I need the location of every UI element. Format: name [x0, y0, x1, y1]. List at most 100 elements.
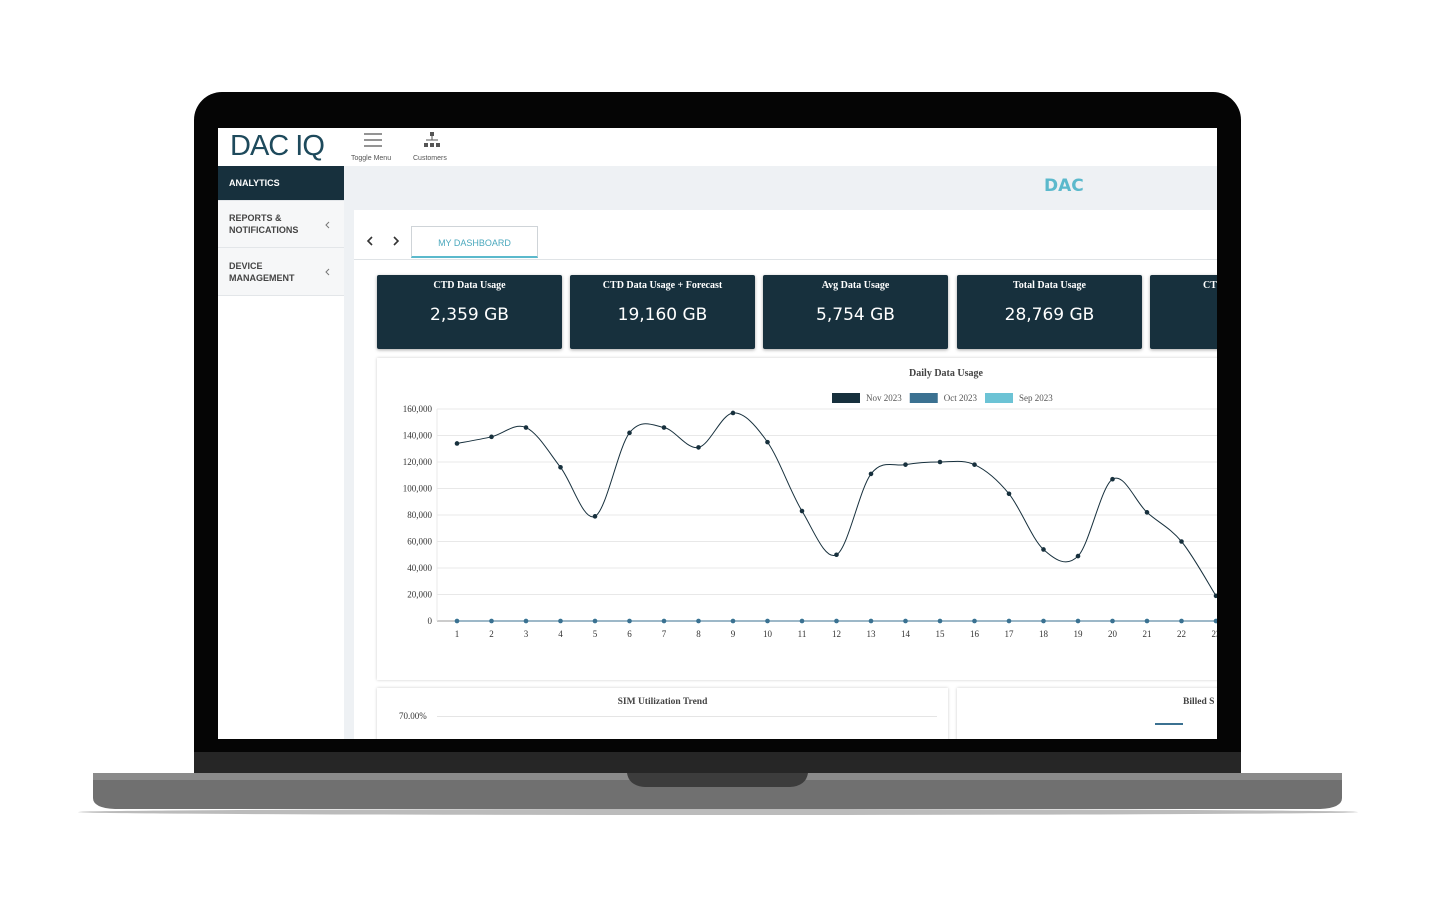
kpi-card: Avg Data Usage 5,754 GB — [763, 275, 948, 349]
x-tick-label: 3 — [524, 629, 529, 639]
top-bar: DAC IQ Toggle Menu Customers — [218, 128, 1217, 166]
x-tick-label: 14 — [901, 629, 911, 639]
point — [1006, 491, 1012, 497]
card-title: CT — [1203, 280, 1217, 291]
point — [489, 434, 494, 440]
x-tick-label: 1 — [455, 629, 460, 639]
point — [903, 618, 908, 624]
point — [627, 430, 632, 436]
y-tick-label: 60,000 — [407, 537, 432, 547]
nav-label: REPORTS & NOTIFICATIONS — [229, 213, 299, 235]
point — [1041, 547, 1046, 552]
point — [799, 508, 805, 514]
customers[interactable]: Customers — [413, 155, 447, 162]
x-tick-label: 9 — [731, 629, 736, 639]
legend-label: Oct 2023 — [944, 393, 978, 403]
point — [592, 514, 598, 519]
customers-icon[interactable] — [424, 132, 440, 148]
x-tick-label: 18 — [1039, 629, 1049, 639]
chart-title: Daily Data Usage — [909, 368, 983, 379]
divider — [354, 259, 1217, 260]
chart-card — [377, 358, 1217, 680]
card-value: 19,160 GB — [617, 305, 708, 325]
point — [558, 465, 563, 470]
point — [1144, 510, 1150, 515]
point — [903, 462, 908, 467]
point — [937, 459, 943, 465]
shadow — [78, 809, 1358, 815]
x-tick-label: 15 — [936, 629, 946, 639]
legend-swatch — [985, 393, 1013, 403]
kpi-card: Total Data Usage 28,769 GB — [957, 275, 1142, 349]
x-tick-label: 12 — [832, 629, 841, 639]
menu-icon[interactable] — [364, 132, 382, 148]
point — [454, 441, 460, 446]
billed-panel: Billed S — [957, 688, 1217, 739]
grid-line — [437, 716, 937, 717]
toggle-menu[interactable]: Toggle Menu — [351, 155, 392, 162]
point — [1213, 593, 1217, 599]
legend-label: Sep 2023 — [1019, 393, 1053, 403]
point — [1075, 553, 1081, 559]
y-tick-label: 80,000 — [407, 510, 432, 520]
panel-title: Billed S — [1183, 697, 1215, 707]
page-title: DAC — [1044, 176, 1084, 196]
x-tick-label: 10 — [763, 629, 773, 639]
legend-swatch — [909, 393, 938, 403]
point — [1110, 618, 1115, 624]
point — [1075, 618, 1081, 624]
point — [834, 618, 839, 624]
logo: DAC IQ — [230, 130, 325, 162]
card-value: 2,359 GB — [430, 305, 509, 325]
nav-item[interactable]: REPORTS & NOTIFICATIONS — [218, 201, 344, 248]
x-tick-label: 5 — [593, 629, 598, 639]
tab[interactable]: MY DASHBOARD — [411, 226, 538, 258]
y-tick-label: 20,000 — [407, 590, 432, 600]
legend-swatch — [1155, 723, 1183, 725]
card-value: 5,754 GB — [816, 305, 895, 325]
point — [661, 618, 667, 624]
x-tick-label: 11 — [798, 629, 807, 639]
point — [765, 439, 770, 445]
sidebar: ANALYTICS REPORTS & NOTIFICATIONS DEVICE M… — [218, 166, 345, 739]
point — [730, 410, 736, 416]
point — [1006, 618, 1012, 624]
chevron — [325, 221, 330, 228]
point — [834, 552, 839, 558]
point — [1110, 476, 1115, 482]
base — [93, 773, 1342, 809]
nav-item[interactable]: ANALYTICS — [218, 166, 344, 201]
card-title: Avg Data Usage — [821, 280, 890, 291]
y-tick-label: 70.00% — [399, 711, 427, 721]
kpi-card: CTD Data Usage 2,359 GB — [377, 275, 562, 349]
point — [1179, 539, 1184, 544]
point — [627, 618, 632, 624]
legend-label: Nov 2023 — [866, 393, 902, 403]
point — [937, 618, 943, 624]
y-tick-label: 120,000 — [403, 457, 433, 467]
x-tick-label: 6 — [627, 629, 632, 639]
chevron — [325, 268, 330, 276]
y-tick-label: 40,000 — [407, 563, 432, 573]
x-tick-label: 7 — [662, 629, 667, 639]
chart: Daily Data Usage Nov 2023 Oct 2023 Sep 2023… — [403, 368, 1218, 639]
point — [765, 618, 770, 624]
x-tick-label: 23 — [1212, 629, 1218, 639]
point — [1213, 618, 1217, 624]
point — [730, 618, 736, 624]
card-value: 28,769 GB — [1004, 305, 1095, 325]
nav-item[interactable]: DEVICE MANAGEMENT — [218, 248, 344, 296]
point — [696, 445, 701, 450]
card-title: Total Data Usage — [1013, 280, 1086, 291]
card-title: CTD Data Usage — [433, 280, 506, 291]
point — [972, 618, 977, 624]
tab-arrows[interactable] — [366, 235, 406, 247]
point — [1144, 618, 1150, 624]
point — [523, 618, 529, 624]
y-tick-label: 160,000 — [403, 404, 433, 414]
point — [558, 618, 563, 624]
point — [972, 462, 977, 467]
point — [868, 618, 874, 624]
screen: DAC IQ Toggle Menu Customers ANALYTICS RE… — [218, 128, 1217, 739]
